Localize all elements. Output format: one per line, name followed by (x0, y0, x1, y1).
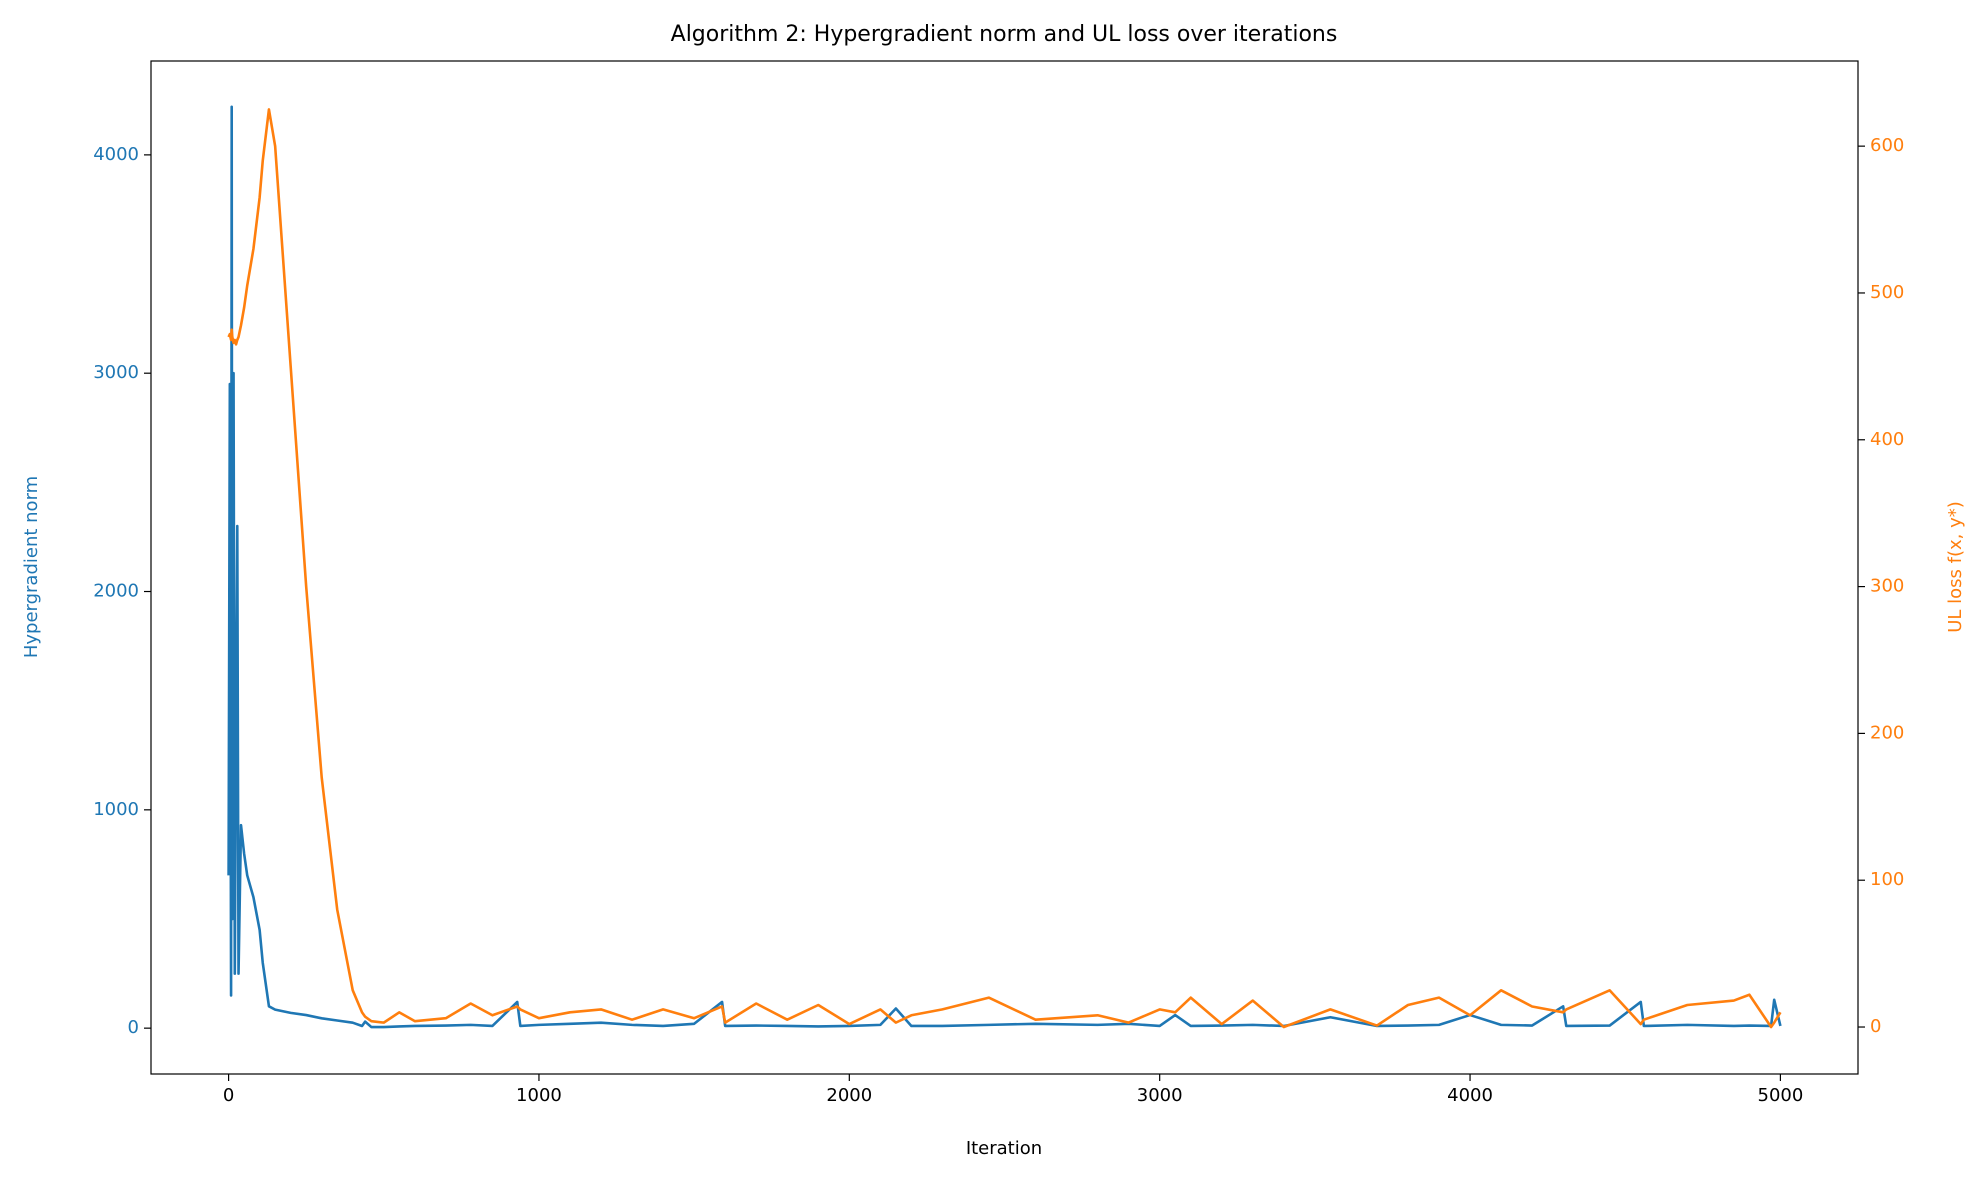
x-tick-label: 1000 (516, 1085, 562, 1106)
y2-tick-label: 100 (1870, 869, 1904, 890)
series-line (227, 108, 1782, 1029)
x-axis-label: Iteration (966, 1138, 1042, 1159)
x-tick-label: 0 (223, 1085, 234, 1106)
y2-tick-label: 400 (1870, 429, 1904, 450)
y-tick-label: 0 (128, 1017, 139, 1038)
y-tick-label: 3000 (93, 362, 139, 383)
chart-title: Algorithm 2: Hypergradient norm and UL l… (671, 22, 1338, 47)
y2-tick-label: 600 (1870, 135, 1904, 156)
series-line (227, 105, 1782, 1029)
y-tick-label: 2000 (93, 581, 139, 602)
y2-axis-label: UL loss f(x, y*) (1945, 501, 1966, 633)
x-tick-label: 2000 (826, 1085, 872, 1106)
x-tick-label: 5000 (1758, 1085, 1804, 1106)
y-tick-label: 1000 (93, 799, 139, 820)
x-tick-label: 3000 (1137, 1085, 1183, 1106)
plot-frame (150, 60, 1859, 1075)
x-tick-label: 4000 (1447, 1085, 1493, 1106)
y2-tick-label: 300 (1870, 576, 1904, 597)
y2-tick-label: 200 (1870, 722, 1904, 743)
y-tick-label: 4000 (93, 144, 139, 165)
y-axis-label: Hypergradient norm (21, 476, 42, 658)
y2-tick-label: 500 (1870, 282, 1904, 303)
y2-tick-label: 0 (1870, 1016, 1881, 1037)
